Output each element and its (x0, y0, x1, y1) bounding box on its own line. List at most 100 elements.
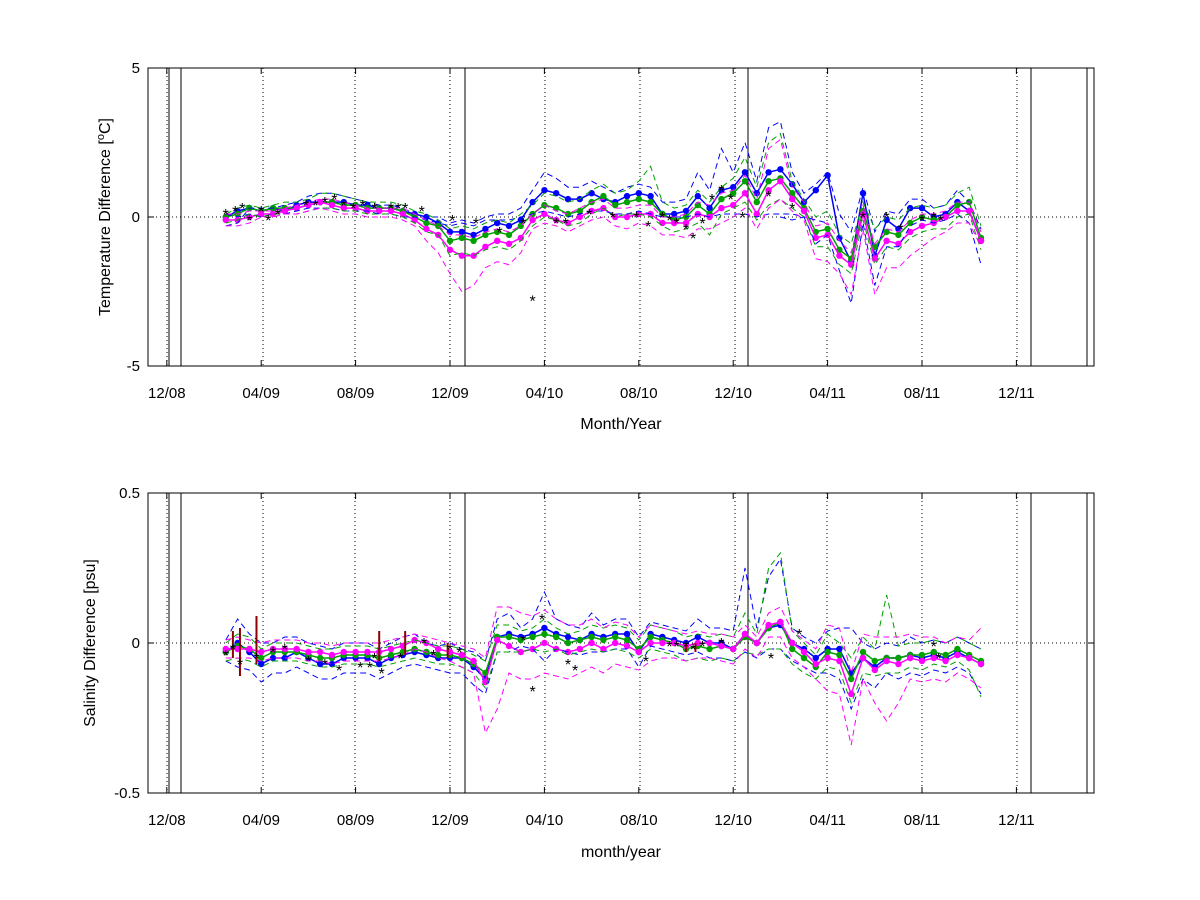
observation-point: * (683, 222, 689, 239)
y-tick-label: 0 (132, 635, 140, 652)
data-point-magenta (659, 639, 666, 647)
data-point-magenta (966, 654, 973, 662)
observation-point: * (371, 201, 377, 218)
data-point-magenta (836, 657, 843, 665)
data-point-green (859, 648, 867, 656)
series-line-green-dashed (225, 551, 982, 662)
data-point-magenta (564, 219, 572, 227)
data-point-magenta (505, 642, 513, 650)
data-point-blue (647, 192, 654, 200)
data-point-blue (741, 169, 749, 176)
series-line-green-dashed (225, 132, 982, 245)
data-point-blue (730, 184, 737, 191)
observation-point: * (237, 657, 243, 674)
data-point-green (789, 645, 796, 653)
data-point-magenta (930, 654, 937, 662)
data-point-magenta (907, 654, 914, 662)
observation-point: * (496, 225, 502, 242)
data-point-blue (918, 204, 926, 212)
observation-point: * (270, 645, 276, 662)
observation-point: * (265, 213, 271, 230)
data-point-magenta (458, 252, 465, 259)
series-line-blue-dashed (225, 207, 982, 304)
observation-point: * (768, 651, 774, 668)
observation-point: * (610, 210, 616, 227)
data-point-green (647, 633, 654, 641)
observation-point: * (683, 639, 689, 656)
observation-point: * (303, 198, 309, 215)
x-tick-label: 12/10 (714, 385, 752, 402)
data-point-magenta (918, 657, 926, 665)
data-point-magenta (399, 210, 406, 218)
data-point-magenta (977, 660, 985, 668)
observation-point: * (322, 657, 328, 674)
series-line-magenta-dashed (225, 198, 982, 297)
observation-point: * (699, 216, 705, 233)
data-point-magenta (328, 201, 336, 209)
data-point-blue (517, 216, 524, 224)
observation-point: * (739, 210, 745, 227)
data-point-magenta (777, 618, 784, 626)
data-point-green (848, 675, 855, 683)
series-line-magenta-dashed (225, 636, 982, 746)
observation-point: * (659, 210, 665, 227)
series-line-blue-dashed (780, 216, 828, 224)
data-point-blue (458, 228, 465, 236)
observation-point: * (246, 213, 252, 230)
data-point-magenta (623, 213, 631, 221)
observation-point: * (898, 222, 904, 239)
x-tick-label: 12/09 (431, 812, 469, 829)
data-point-blue (706, 204, 713, 212)
data-point-magenta (494, 636, 501, 644)
data-point-green (824, 225, 831, 233)
data-point-green (612, 201, 619, 209)
observation-point: * (789, 201, 795, 218)
data-point-green (836, 651, 843, 659)
data-point-magenta (317, 198, 324, 206)
data-point-magenta (942, 657, 949, 665)
data-point-magenta (529, 216, 536, 224)
data-point-magenta (848, 690, 855, 698)
data-point-green (623, 198, 631, 206)
data-point-green (576, 636, 583, 644)
data-point-magenta (883, 237, 890, 244)
observation-point: * (282, 642, 288, 659)
data-point-magenta (800, 648, 808, 656)
data-point-magenta (741, 630, 749, 638)
data-point-green (883, 228, 890, 236)
data-point-magenta (954, 207, 961, 215)
observation-point: * (520, 633, 526, 650)
data-point-green (918, 651, 926, 659)
y-tick-label: -0.5 (114, 785, 140, 802)
data-point-green (635, 195, 642, 203)
observation-point: * (586, 207, 592, 224)
data-point-magenta (859, 654, 867, 662)
observation-point: * (690, 642, 696, 659)
x-tick-label: 04/09 (242, 385, 280, 402)
observation-point: * (419, 204, 425, 221)
data-point-green (623, 636, 631, 644)
data-point-magenta (600, 645, 607, 653)
data-point-blue (682, 207, 690, 215)
data-point-magenta (954, 651, 961, 659)
observation-point: * (938, 213, 944, 230)
data-point-green (553, 633, 560, 641)
data-point-magenta (482, 243, 489, 250)
data-point-green (895, 654, 902, 662)
data-point-magenta (789, 639, 796, 647)
data-point-green (529, 633, 536, 641)
x-tick-label: 08/09 (337, 385, 375, 402)
tick-layer: 0.5 0 -0.5 12/08 04/09 08/09 12/09 04/10 08/10 12… (114, 485, 1094, 829)
observation-point: * (239, 201, 245, 218)
observation-point: * (539, 612, 545, 629)
data-point-blue (812, 654, 819, 662)
y-axis-label: Salinity Difference [psu] (82, 559, 99, 727)
data-point-green (930, 648, 937, 656)
data-point-green (895, 231, 902, 239)
observation-point: * (529, 684, 535, 701)
observation-point: * (397, 651, 403, 668)
observation-point: * (883, 210, 889, 227)
data-point-magenta (671, 219, 678, 227)
data-point-magenta (824, 654, 831, 662)
x-tick-label: 04/10 (526, 812, 564, 829)
